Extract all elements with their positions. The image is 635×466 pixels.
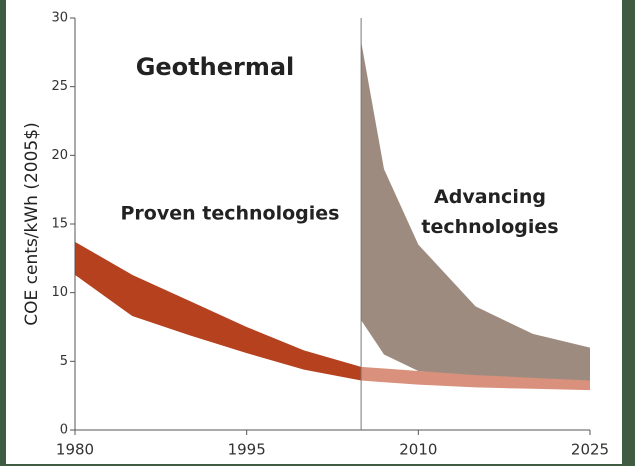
chart-title: Geothermal <box>136 53 295 81</box>
annotation: Proven technologies <box>121 203 340 225</box>
y-tick-label: 5 <box>60 354 68 369</box>
x-tick-label: 1980 <box>56 441 94 459</box>
y-tick-label: 30 <box>51 11 68 26</box>
y-tick-label: 25 <box>51 79 68 94</box>
x-tick-label: 2010 <box>399 441 437 459</box>
band <box>361 41 590 381</box>
annotation: Advancing technologies <box>421 186 559 238</box>
y-tick-label: 15 <box>51 217 68 232</box>
x-tick-label: 1995 <box>228 441 266 459</box>
band <box>361 366 590 391</box>
y-tick-label: 20 <box>51 148 68 163</box>
y-tick-label: 0 <box>60 423 68 438</box>
band <box>75 241 362 381</box>
annotation-box: Advancing technologies <box>421 186 559 238</box>
y-tick-label: 10 <box>51 285 68 300</box>
x-tick-label: 2025 <box>571 441 609 459</box>
y-axis-label: COE cents/kWh (2005$) <box>22 122 42 325</box>
